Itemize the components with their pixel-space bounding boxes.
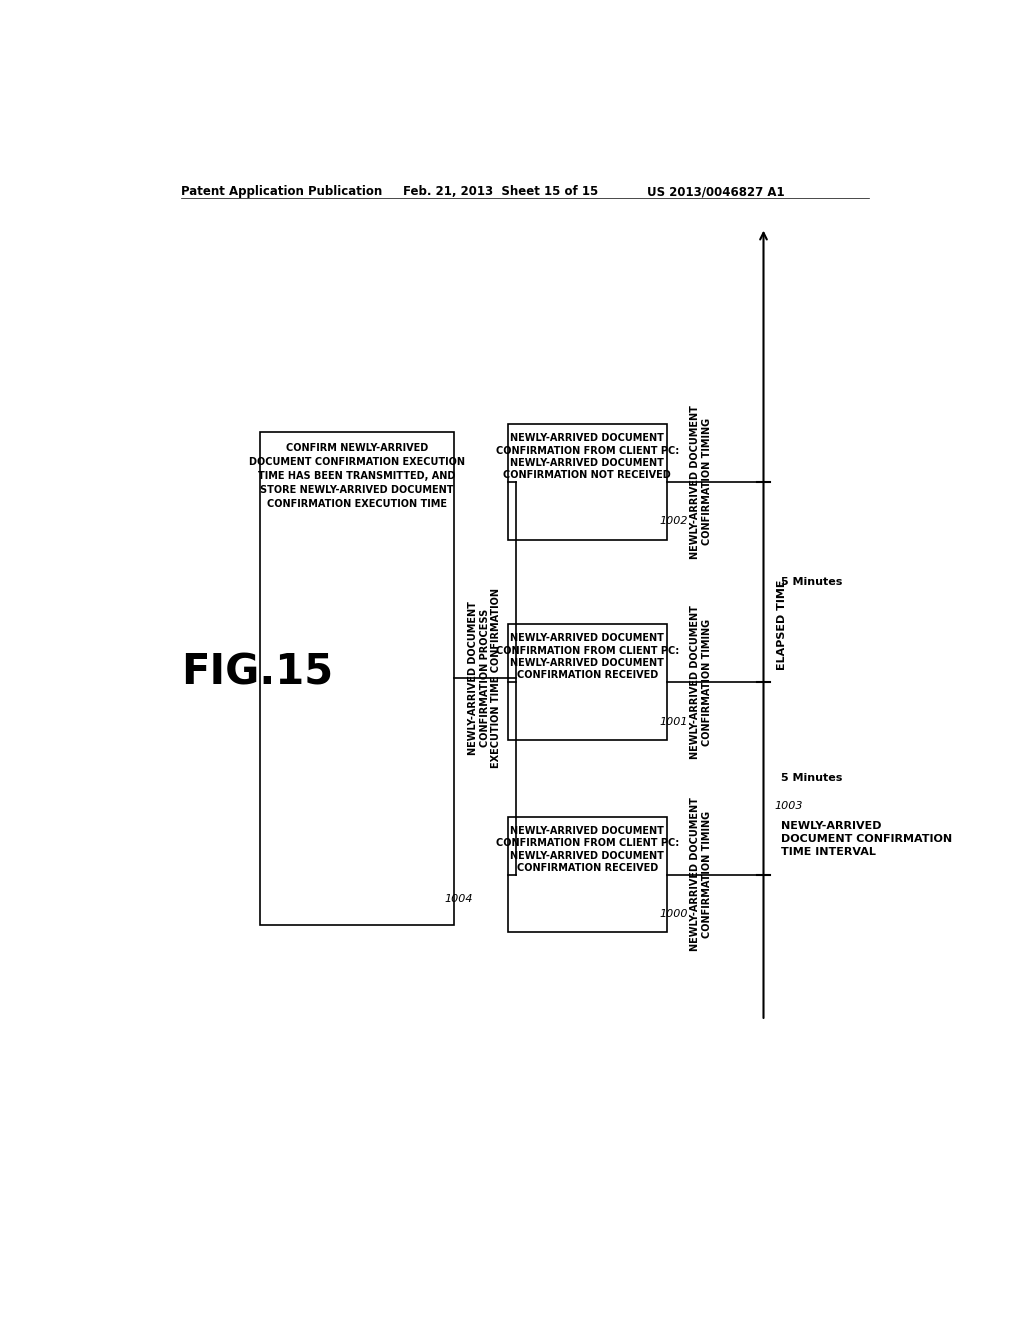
Text: CONFIRM NEWLY-ARRIVED: CONFIRM NEWLY-ARRIVED <box>286 444 428 453</box>
Text: DOCUMENT CONFIRMATION EXECUTION: DOCUMENT CONFIRMATION EXECUTION <box>249 457 465 467</box>
Bar <box>508 624 667 739</box>
Text: 1002: 1002 <box>659 516 688 527</box>
Text: NEWLY-ARRIVED DOCUMENT: NEWLY-ARRIVED DOCUMENT <box>510 850 665 861</box>
Text: Feb. 21, 2013  Sheet 15 of 15: Feb. 21, 2013 Sheet 15 of 15 <box>403 185 598 198</box>
Bar <box>508 424 667 540</box>
Text: NEWLY-ARRIVED: NEWLY-ARRIVED <box>780 821 881 830</box>
Text: CONFIRMATION EXECUTION TIME: CONFIRMATION EXECUTION TIME <box>266 499 446 508</box>
Text: TIME INTERVAL: TIME INTERVAL <box>780 847 876 857</box>
Text: CONFIRMATION NOT RECEIVED: CONFIRMATION NOT RECEIVED <box>504 470 671 480</box>
Text: NEWLY-ARRIVED DOCUMENT: NEWLY-ARRIVED DOCUMENT <box>510 826 665 836</box>
Text: NEWLY-ARRIVED DOCUMENT: NEWLY-ARRIVED DOCUMENT <box>510 433 665 444</box>
Bar <box>260 432 454 924</box>
Text: 1004: 1004 <box>444 894 473 904</box>
Text: Patent Application Publication: Patent Application Publication <box>180 185 382 198</box>
Text: TIME HAS BEEN TRANSMITTED, AND: TIME HAS BEEN TRANSMITTED, AND <box>258 471 456 480</box>
Text: 1000: 1000 <box>659 909 688 919</box>
Text: NEWLY-ARRIVED DOCUMENT: NEWLY-ARRIVED DOCUMENT <box>510 659 665 668</box>
Text: NEWLY-ARRIVED DOCUMENT
CONFIRMATION TIMING: NEWLY-ARRIVED DOCUMENT CONFIRMATION TIMI… <box>690 797 712 952</box>
Text: CONFIRMATION FROM CLIENT PC:: CONFIRMATION FROM CLIENT PC: <box>496 838 679 849</box>
Text: 1001: 1001 <box>659 717 688 726</box>
Text: DOCUMENT CONFIRMATION: DOCUMENT CONFIRMATION <box>780 834 951 843</box>
Text: FIG.15: FIG.15 <box>180 651 333 693</box>
Text: NEWLY-ARRIVED DOCUMENT
CONFIRMATION TIMING: NEWLY-ARRIVED DOCUMENT CONFIRMATION TIMI… <box>690 605 712 759</box>
Text: ELAPSED TIME: ELAPSED TIME <box>777 579 787 669</box>
Text: CONFIRMATION RECEIVED: CONFIRMATION RECEIVED <box>516 671 657 680</box>
Text: 1003: 1003 <box>774 801 803 812</box>
Text: CONFIRMATION FROM CLIENT PC:: CONFIRMATION FROM CLIENT PC: <box>496 645 679 656</box>
Text: NEWLY-ARRIVED DOCUMENT
CONFIRMATION TIMING: NEWLY-ARRIVED DOCUMENT CONFIRMATION TIMI… <box>690 405 712 558</box>
Text: US 2013/0046827 A1: US 2013/0046827 A1 <box>647 185 784 198</box>
Text: STORE NEWLY-ARRIVED DOCUMENT: STORE NEWLY-ARRIVED DOCUMENT <box>260 484 454 495</box>
Text: CONFIRMATION RECEIVED: CONFIRMATION RECEIVED <box>516 863 657 873</box>
Text: 5 Minutes: 5 Minutes <box>780 774 842 783</box>
Text: NEWLY-ARRIVED DOCUMENT
CONFIRMATION PROCESS
EXECUTION TIME CONFIRMATION: NEWLY-ARRIVED DOCUMENT CONFIRMATION PROC… <box>468 589 501 768</box>
Text: NEWLY-ARRIVED DOCUMENT: NEWLY-ARRIVED DOCUMENT <box>510 634 665 643</box>
Bar <box>508 817 667 932</box>
Text: 5 Minutes: 5 Minutes <box>780 577 842 587</box>
Text: CONFIRMATION FROM CLIENT PC:: CONFIRMATION FROM CLIENT PC: <box>496 446 679 455</box>
Text: NEWLY-ARRIVED DOCUMENT: NEWLY-ARRIVED DOCUMENT <box>510 458 665 467</box>
